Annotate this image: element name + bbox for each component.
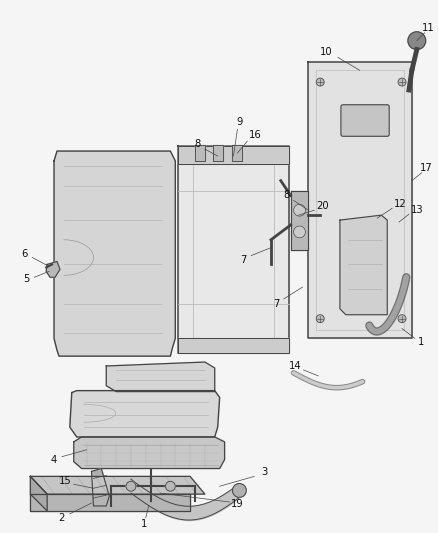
Polygon shape <box>70 391 219 437</box>
Text: 11: 11 <box>422 23 435 33</box>
Text: 1: 1 <box>417 337 424 348</box>
Text: 16: 16 <box>249 130 261 140</box>
Polygon shape <box>46 262 60 277</box>
Text: 19: 19 <box>231 499 244 509</box>
Text: 1: 1 <box>141 519 147 529</box>
Text: 15: 15 <box>59 477 71 486</box>
Polygon shape <box>308 62 412 338</box>
Polygon shape <box>74 437 225 469</box>
Text: 7: 7 <box>274 299 280 309</box>
Circle shape <box>316 314 324 322</box>
Circle shape <box>126 481 136 491</box>
FancyBboxPatch shape <box>341 105 389 136</box>
Circle shape <box>398 78 406 86</box>
Polygon shape <box>92 469 109 506</box>
Polygon shape <box>340 215 387 314</box>
Circle shape <box>233 483 246 497</box>
Text: 3: 3 <box>261 467 267 478</box>
Text: 7: 7 <box>240 255 247 264</box>
Polygon shape <box>291 190 308 249</box>
Text: 12: 12 <box>394 199 406 209</box>
Polygon shape <box>54 151 175 356</box>
Polygon shape <box>106 362 215 392</box>
Polygon shape <box>178 146 289 164</box>
Text: 4: 4 <box>51 455 57 465</box>
Text: 13: 13 <box>410 205 423 215</box>
Polygon shape <box>178 146 289 353</box>
Text: 17: 17 <box>420 163 433 173</box>
Text: 9: 9 <box>236 117 243 126</box>
Circle shape <box>293 226 305 238</box>
Text: 8: 8 <box>283 190 290 200</box>
Polygon shape <box>195 145 205 161</box>
Circle shape <box>398 314 406 322</box>
Polygon shape <box>30 477 205 494</box>
Polygon shape <box>30 494 190 511</box>
Polygon shape <box>30 477 47 511</box>
Text: 8: 8 <box>195 139 201 149</box>
Text: 14: 14 <box>289 361 302 371</box>
Circle shape <box>166 481 175 491</box>
Circle shape <box>316 78 324 86</box>
Polygon shape <box>233 145 242 161</box>
Circle shape <box>293 204 305 216</box>
Text: 20: 20 <box>316 201 328 211</box>
Polygon shape <box>178 338 289 353</box>
Text: 10: 10 <box>320 47 332 58</box>
Text: 6: 6 <box>21 248 28 259</box>
Polygon shape <box>213 145 223 161</box>
Circle shape <box>408 32 426 50</box>
Text: 2: 2 <box>59 513 65 523</box>
Text: 5: 5 <box>23 274 30 284</box>
